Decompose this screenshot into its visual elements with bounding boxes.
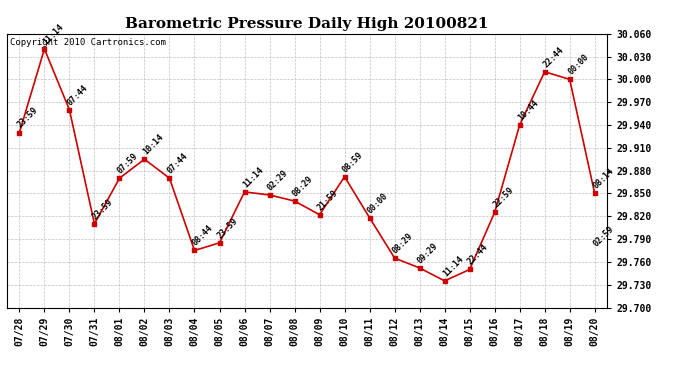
Text: 08:29: 08:29 [291,174,315,198]
Text: 00:00: 00:00 [566,53,590,76]
Text: 21:59: 21:59 [316,188,340,212]
Text: 07:44: 07:44 [166,152,190,176]
Text: 02:29: 02:29 [266,168,290,192]
Point [289,198,300,204]
Text: 09:29: 09:29 [416,241,440,265]
Text: 22:59: 22:59 [491,186,515,210]
Point [139,156,150,162]
Title: Barometric Pressure Daily High 20100821: Barometric Pressure Daily High 20100821 [126,17,489,31]
Text: 22:44: 22:44 [541,45,565,69]
Point [414,265,425,271]
Point [164,175,175,181]
Text: 22:44: 22:44 [466,243,490,267]
Point [39,46,50,52]
Point [314,212,325,218]
Text: 08:14: 08:14 [591,166,615,190]
Point [514,122,525,128]
Text: 10:44: 10:44 [516,98,540,122]
Point [564,76,575,82]
Point [89,221,100,227]
Point [589,190,600,196]
Point [114,175,125,181]
Point [439,278,450,284]
Text: 07:59: 07:59 [116,152,140,176]
Text: 23:59: 23:59 [91,197,115,221]
Point [539,69,550,75]
Point [364,215,375,221]
Text: 11:14: 11:14 [41,22,65,46]
Text: 08:59: 08:59 [341,150,365,174]
Point [264,192,275,198]
Text: 11:14: 11:14 [441,254,465,278]
Text: Copyright 2010 Cartronics.com: Copyright 2010 Cartronics.com [10,38,166,47]
Text: 08:44: 08:44 [191,224,215,248]
Point [389,255,400,261]
Point [14,130,25,136]
Text: 07:44: 07:44 [66,83,90,107]
Point [464,267,475,273]
Point [64,107,75,113]
Point [489,210,500,216]
Text: 23:59: 23:59 [216,216,240,240]
Point [214,240,225,246]
Text: 23:59: 23:59 [16,106,40,130]
Text: 11:14: 11:14 [241,165,265,189]
Text: 08:29: 08:29 [391,231,415,255]
Point [239,189,250,195]
Text: 02:59: 02:59 [591,225,615,249]
Text: 00:00: 00:00 [366,191,390,215]
Point [189,248,200,254]
Point [339,174,350,180]
Text: 10:14: 10:14 [141,132,165,156]
